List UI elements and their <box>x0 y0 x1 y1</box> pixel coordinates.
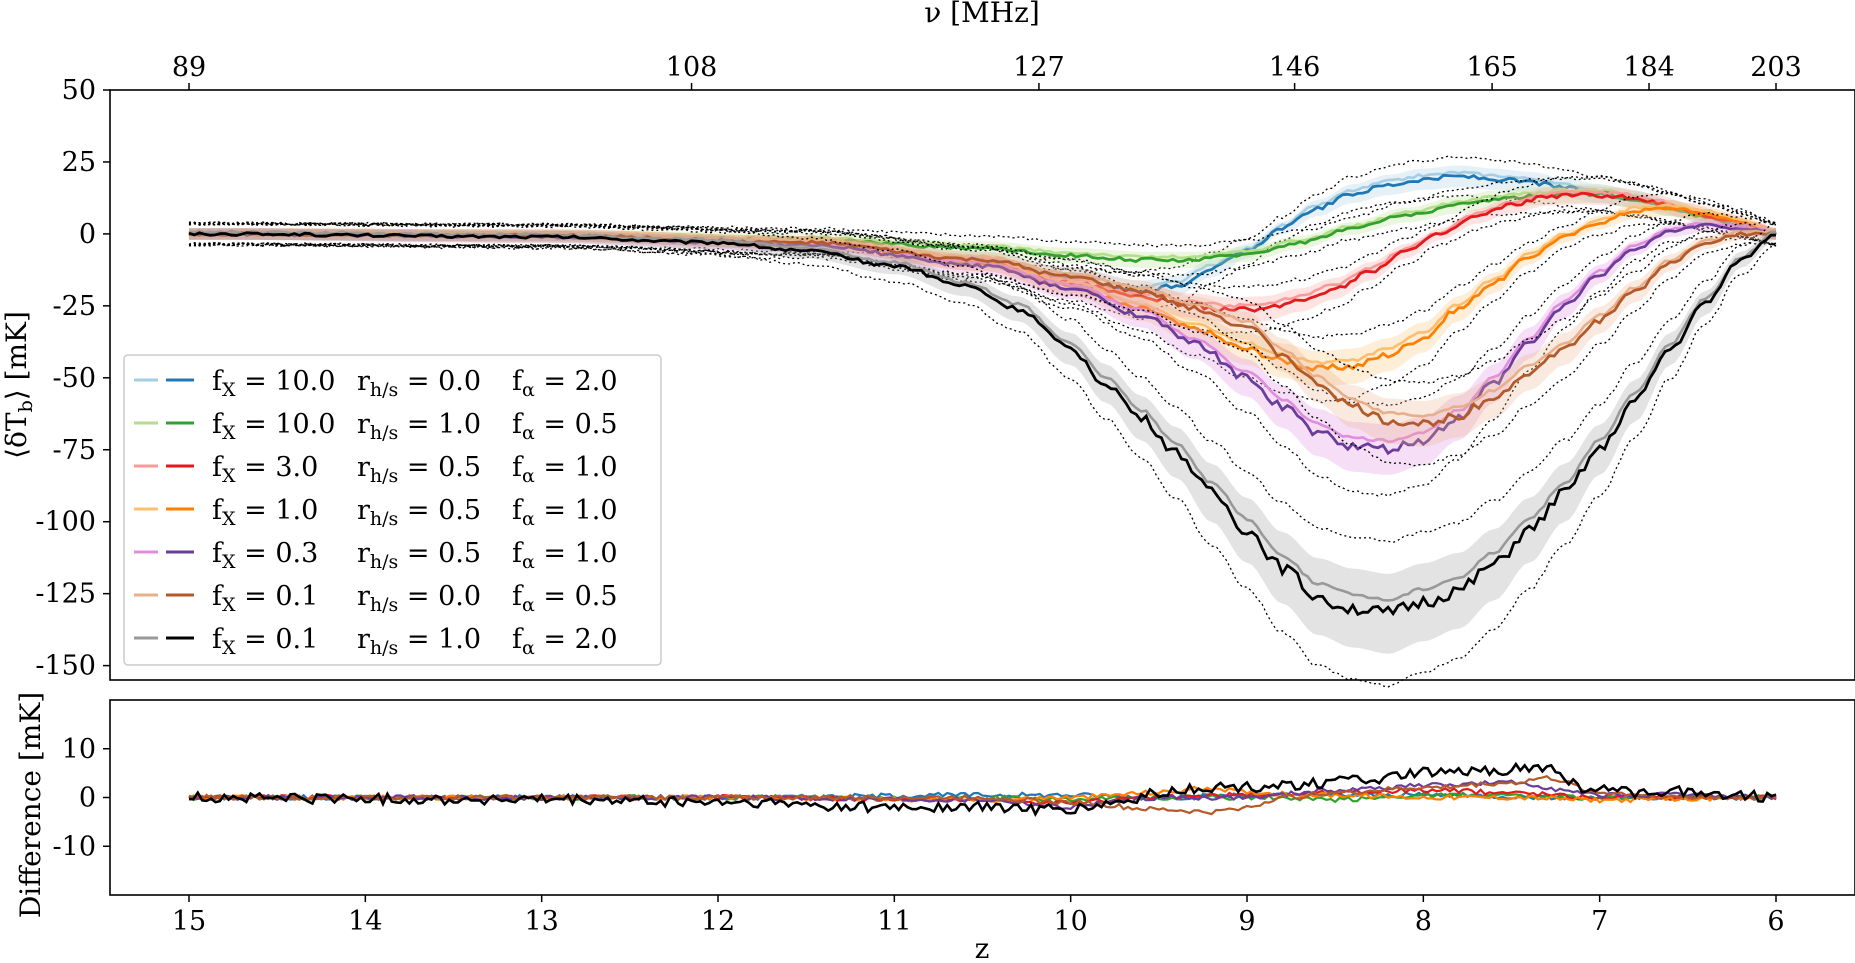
main-series-layer <box>188 155 1777 688</box>
y-tick-label: 50 <box>62 75 96 106</box>
legend-falpha: fα = 0.5 <box>512 409 618 444</box>
bottom-x-ticks: 15 14 13 12 11 10 9 8 7 6 <box>172 895 1785 937</box>
x-tick-label: 13 <box>524 906 558 937</box>
x-tick-label: 9 <box>1238 906 1255 937</box>
legend-entries: fX = 10.0 rh/s = 0.0 fα = 2.0fX = 10.0 rh/s… <box>134 366 618 659</box>
y-label-post: ⟩ [mK] <box>0 311 33 400</box>
series-upper-bound <box>188 211 1777 407</box>
legend-falpha: fα = 2.0 <box>512 624 618 659</box>
series-upper-bound <box>188 176 1777 289</box>
y-tick-label: -75 <box>53 435 96 466</box>
y-tick-label: -25 <box>53 291 96 322</box>
legend: fX = 10.0 rh/s = 0.0 fα = 2.0fX = 10.0 rh/s… <box>123 354 662 666</box>
x-tick-label: 10 <box>1053 906 1087 937</box>
legend-fx: fX = 10.0 <box>212 366 335 401</box>
series-lower-bound <box>188 242 1777 688</box>
x-tick-label: 6 <box>1767 906 1784 937</box>
y-tick-label: -150 <box>35 651 96 682</box>
main-y-ticks: 50 25 0 -25 -50 -75 -100 -125 -150 <box>35 75 110 682</box>
x-tick-label: 8 <box>1415 906 1432 937</box>
series-lower-bound <box>188 242 1777 467</box>
difference-series-layer <box>188 761 1777 817</box>
difference-y-ticks: 10 0 -10 <box>53 734 110 862</box>
series-lower-bound <box>188 221 1777 404</box>
top-x-ticks: 89 108 127 146 165 184 203 <box>172 52 1802 90</box>
diff-y-tick-label: -10 <box>53 831 96 862</box>
difference-panel: 100-10 15 14 13 12 11 10 9 8 7 6 Difference [mK] … <box>14 692 1855 963</box>
x-tick-label: 7 <box>1591 906 1608 937</box>
y-tick-label: 0 <box>79 219 96 250</box>
x-tick-label: 12 <box>701 906 735 937</box>
y-tick-label: 25 <box>62 147 96 178</box>
difference-line <box>188 774 1777 816</box>
top-x-tick-label: 146 <box>1269 52 1321 83</box>
series-upper-bound <box>188 192 1777 340</box>
series-line-light <box>188 229 1777 602</box>
y-tick-label: -100 <box>35 507 96 538</box>
main-panel: 50 25 0 -25 -50 -75 -100 -125 -150 89 108 127 146 16… <box>0 52 1855 688</box>
series-upper-bound <box>188 221 1777 544</box>
difference-y-axis-label: Difference [mK] <box>14 692 47 918</box>
series-upper-bound <box>188 175 1777 248</box>
legend-falpha: fα = 1.0 <box>512 452 618 487</box>
top-x-tick-label: 165 <box>1466 52 1518 83</box>
x-tick-label: 15 <box>172 906 206 937</box>
y-tick-label: -125 <box>35 579 96 610</box>
difference-line <box>188 761 1777 817</box>
legend-box <box>123 354 662 666</box>
main-panel-frame <box>109 89 1855 681</box>
x-axis-label: z <box>975 932 990 963</box>
top-x-tick-label: 89 <box>172 52 206 83</box>
legend-falpha: fα = 2.0 <box>512 366 618 401</box>
legend-fx: fX = 0.1 <box>212 624 318 659</box>
y-tick-label: -50 <box>53 363 96 394</box>
x-tick-label: 14 <box>348 906 382 937</box>
series-lower-bound <box>188 236 1777 497</box>
series-uncertainty-band <box>189 218 1776 475</box>
x-tick-label: 11 <box>877 906 911 937</box>
top-x-tick-label: 203 <box>1750 52 1802 83</box>
top-x-tick-label: 108 <box>666 52 718 83</box>
diff-y-tick-label: 0 <box>79 783 96 814</box>
diff-y-tick-label: 10 <box>62 734 96 765</box>
main-y-axis-label: ⟨δTb⟩ [mK] <box>0 311 37 459</box>
y-label-sub: b <box>15 400 37 412</box>
series-uncertainty-band <box>189 185 1776 323</box>
legend-rhs: rh/s = 0.5 <box>357 495 481 530</box>
series-uncertainty-band <box>189 199 1776 388</box>
top-x-tick-label: 184 <box>1623 52 1675 83</box>
y-label-pre: ⟨δT <box>0 412 33 459</box>
legend-fx: fX = 10.0 <box>212 409 335 444</box>
series-line-dark <box>188 231 1777 617</box>
top-x-tick-label: 127 <box>1013 52 1065 83</box>
top-axis-label: ν [MHz] <box>924 0 1040 29</box>
legend-falpha: fα = 1.0 <box>512 495 618 530</box>
